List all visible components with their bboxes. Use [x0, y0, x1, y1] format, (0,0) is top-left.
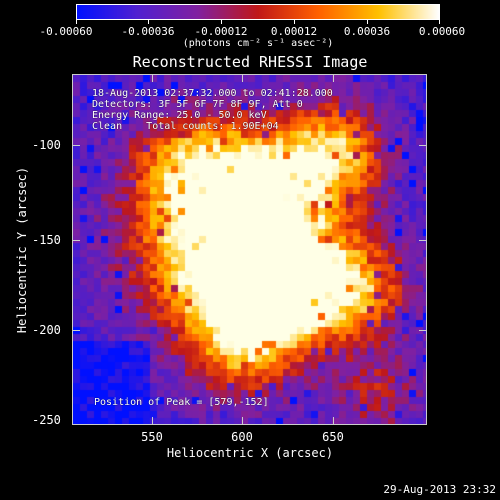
y-tick — [419, 330, 427, 331]
y-tick-label: -200 — [32, 323, 61, 337]
x-tick — [333, 74, 334, 82]
x-tick — [152, 417, 153, 425]
y-tick — [419, 240, 427, 241]
x-tick-label: 650 — [322, 430, 344, 444]
x-tick — [152, 74, 153, 82]
x-tick-label: 600 — [231, 430, 253, 444]
colorbar-label: 0.00060 — [418, 25, 466, 38]
y-tick — [72, 145, 80, 146]
x-tick — [242, 417, 243, 425]
y-tick-label: -250 — [32, 413, 61, 427]
colorbar-tick — [148, 19, 149, 24]
y-tick-label: -100 — [32, 138, 61, 152]
colorbar-label: 0.00036 — [343, 25, 391, 38]
y-tick — [419, 145, 427, 146]
colorbar-label: -0.00012 — [194, 25, 248, 38]
info-time-range: 18-Aug-2013 02:37:32.000 to 02:41:28.000 — [92, 88, 333, 99]
colorbar-label: 0.00012 — [270, 25, 318, 38]
colorbar-tick — [221, 19, 222, 24]
y-tick — [72, 240, 80, 241]
y-tick-label: -150 — [32, 233, 61, 247]
x-tick — [242, 74, 243, 82]
info-energy-range: Energy Range: 25.0 - 50.0 keV — [92, 110, 267, 121]
x-axis-label: Heliocentric X (arcsec) — [166, 446, 334, 460]
image-canvas — [73, 75, 426, 424]
colorbar-label: -0.00036 — [121, 25, 175, 38]
plot-title: Reconstructed RHESSI Image — [132, 53, 368, 71]
colorbar-tick — [76, 19, 77, 24]
info-detectors: Detectors: 3F 5F 6F 7F 8F 9F, Att 0 — [92, 99, 303, 110]
y-axis-label: Heliocentric Y (arcsec) — [15, 166, 29, 334]
y-tick — [72, 330, 80, 331]
peak-position: Position of Peak = [579,-152] — [94, 397, 269, 408]
info-counts: Clean Total counts: 1.90E+04 — [92, 121, 279, 132]
colorbar-unit: (photons cm⁻² s⁻¹ asec⁻²) — [182, 38, 334, 49]
colorbar-tick — [439, 19, 440, 24]
colorbar-tick — [367, 19, 368, 24]
colorbar — [76, 4, 440, 20]
colorbar-label: -0.00060 — [39, 25, 93, 38]
x-tick — [333, 417, 334, 425]
rhessi-image — [72, 74, 427, 425]
x-tick-label: 550 — [141, 430, 163, 444]
timestamp: 29-Aug-2013 23:32 — [383, 483, 496, 496]
colorbar-tick — [294, 19, 295, 24]
